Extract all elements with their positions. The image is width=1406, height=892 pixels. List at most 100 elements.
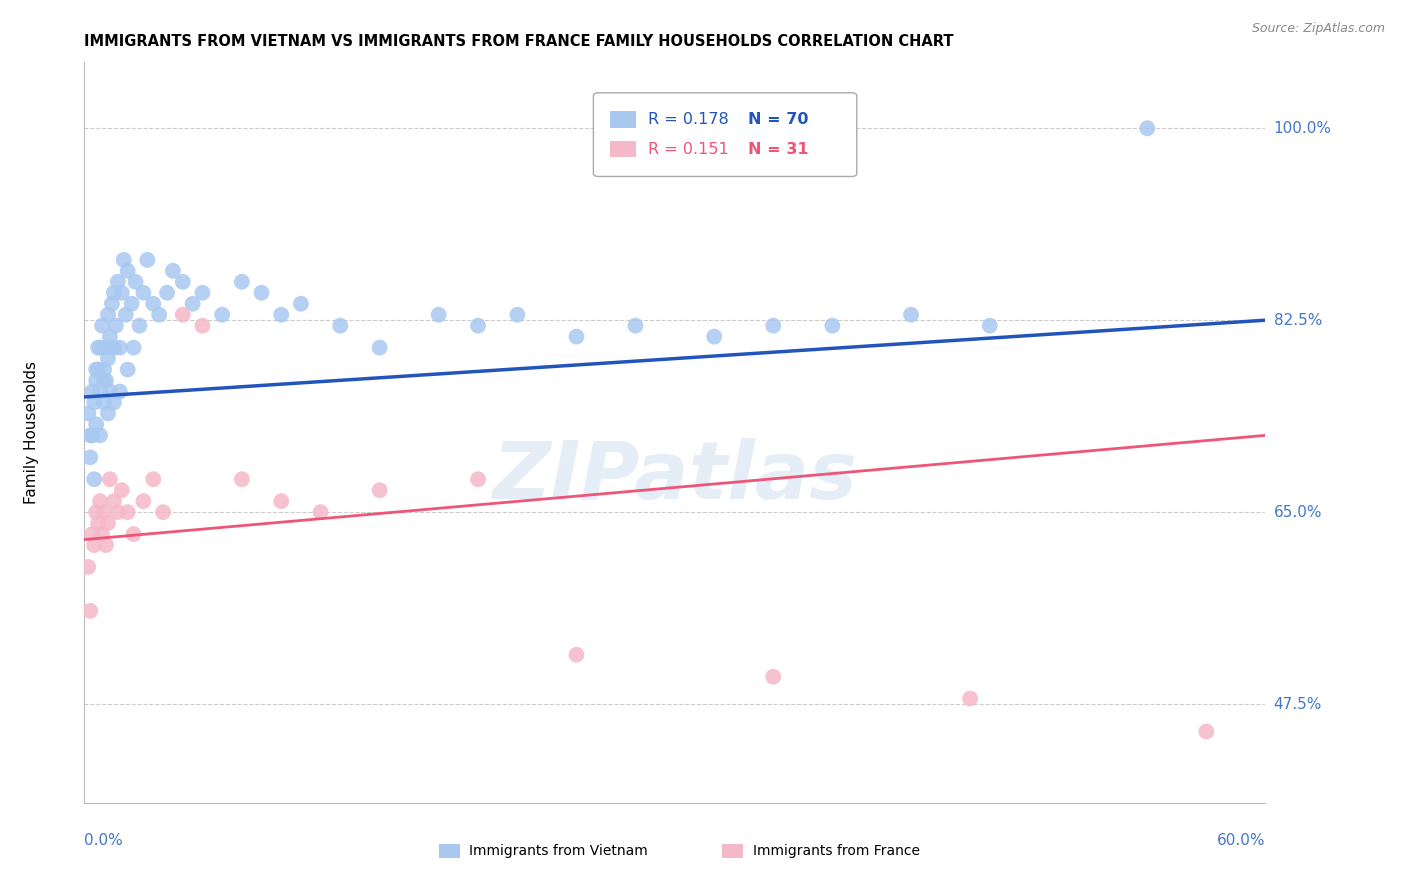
Point	[93, 362, 115, 376]
Text: Family Households: Family Households	[24, 361, 39, 504]
FancyBboxPatch shape	[610, 112, 636, 128]
Point	[89, 494, 111, 508]
Point	[97, 406, 120, 420]
Text: ZIPatlas: ZIPatlas	[492, 438, 858, 516]
Point	[152, 505, 174, 519]
Point	[82, 527, 104, 541]
Point	[112, 252, 135, 267]
Point	[821, 318, 844, 333]
Text: IMMIGRANTS FROM VIETNAM VS IMMIGRANTS FROM FRANCE FAMILY HOUSEHOLDS CORRELATION : IMMIGRANTS FROM VIETNAM VS IMMIGRANTS FR…	[84, 34, 953, 49]
Point	[98, 472, 121, 486]
Point	[83, 395, 105, 409]
Point	[93, 505, 115, 519]
Point	[103, 395, 125, 409]
Point	[270, 494, 292, 508]
Point	[79, 604, 101, 618]
Point	[111, 285, 134, 300]
Point	[979, 318, 1001, 333]
Text: R = 0.178: R = 0.178	[648, 112, 728, 127]
Point	[84, 417, 107, 432]
FancyBboxPatch shape	[593, 93, 856, 177]
Point	[121, 297, 143, 311]
Point	[148, 308, 170, 322]
Point	[89, 428, 111, 442]
Point	[162, 264, 184, 278]
Point	[83, 538, 105, 552]
Point	[368, 341, 391, 355]
Point	[104, 318, 127, 333]
Point	[111, 483, 134, 498]
FancyBboxPatch shape	[610, 141, 636, 157]
Text: Source: ZipAtlas.com: Source: ZipAtlas.com	[1251, 22, 1385, 36]
Point	[97, 308, 120, 322]
Text: N = 31: N = 31	[748, 142, 808, 157]
Point	[79, 450, 101, 465]
Point	[103, 341, 125, 355]
Point	[1195, 724, 1218, 739]
Point	[89, 341, 111, 355]
Point	[250, 285, 273, 300]
Point	[77, 560, 100, 574]
Point	[83, 472, 105, 486]
Point	[97, 516, 120, 530]
Text: R = 0.151: R = 0.151	[648, 142, 728, 157]
Point	[762, 318, 785, 333]
Point	[191, 285, 214, 300]
Point	[108, 384, 131, 399]
Point	[103, 285, 125, 300]
Point	[231, 275, 253, 289]
Point	[172, 308, 194, 322]
Point	[142, 297, 165, 311]
Point	[108, 341, 131, 355]
Point	[91, 318, 114, 333]
Point	[101, 297, 124, 311]
Point	[84, 374, 107, 388]
Point	[368, 483, 391, 498]
Point	[122, 341, 145, 355]
Text: 65.0%: 65.0%	[1274, 505, 1322, 520]
Point	[467, 472, 489, 486]
Point	[624, 318, 647, 333]
Point	[506, 308, 529, 322]
Text: 100.0%: 100.0%	[1274, 120, 1331, 136]
Text: 0.0%: 0.0%	[84, 833, 124, 848]
Point	[128, 318, 150, 333]
Point	[900, 308, 922, 322]
Point	[87, 362, 110, 376]
Point	[191, 318, 214, 333]
Point	[82, 428, 104, 442]
Point	[117, 362, 139, 376]
Point	[89, 384, 111, 399]
Point	[211, 308, 233, 322]
Point	[122, 527, 145, 541]
Point	[290, 297, 312, 311]
Point	[124, 275, 146, 289]
Point	[82, 384, 104, 399]
Point	[114, 308, 136, 322]
Point	[93, 374, 115, 388]
Point	[132, 494, 155, 508]
Point	[427, 308, 450, 322]
Text: Immigrants from France: Immigrants from France	[752, 844, 920, 858]
Point	[97, 351, 120, 366]
Point	[79, 428, 101, 442]
Point	[231, 472, 253, 486]
Point	[172, 275, 194, 289]
Point	[181, 297, 204, 311]
Point	[93, 395, 115, 409]
Point	[309, 505, 332, 519]
Point	[94, 341, 117, 355]
Point	[136, 252, 159, 267]
Point	[91, 527, 114, 541]
Text: 60.0%: 60.0%	[1218, 833, 1265, 848]
Point	[94, 374, 117, 388]
Point	[98, 384, 121, 399]
Point	[84, 505, 107, 519]
Text: 82.5%: 82.5%	[1274, 313, 1322, 327]
Point	[117, 505, 139, 519]
Point	[132, 285, 155, 300]
Point	[117, 264, 139, 278]
Point	[959, 691, 981, 706]
Point	[94, 538, 117, 552]
Text: 47.5%: 47.5%	[1274, 697, 1322, 712]
